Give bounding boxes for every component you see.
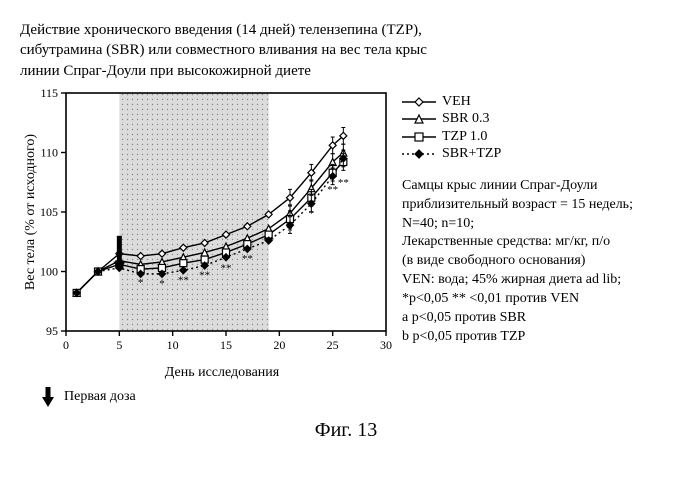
annotation-line: приблизительный возраст = 15 недель; (402, 196, 633, 215)
annotation-line: b p<0,05 против TZP (402, 328, 633, 347)
figure-area: 0 5 10 15 20 25 30 95 100 105 110 115 Вес тела (% от… (20, 87, 672, 409)
svg-text:30: 30 (380, 338, 392, 352)
legend-label: SBR 0.3 (442, 110, 489, 128)
svg-text:*: * (309, 208, 315, 220)
shaded-band (119, 93, 268, 331)
svg-text:15: 15 (220, 338, 232, 352)
legend-item-SBRTZP: SBR+TZP (402, 145, 633, 163)
svg-text:25: 25 (327, 338, 339, 352)
annotation-line: *p<0,05 ** <0,01 против VEN (402, 290, 633, 309)
legend-label: TZP 1.0 (442, 128, 487, 146)
svg-text:0: 0 (63, 338, 69, 352)
annotation-line: VEN: вода; 45% жирная диета ad lib; (402, 271, 633, 290)
svg-text:**: ** (221, 262, 232, 274)
legend-item-SBR: SBR 0.3 (402, 110, 633, 128)
svg-text:**: ** (338, 177, 349, 189)
legend: VEHSBR 0.3TZP 1.0SBR+TZP (402, 93, 633, 163)
svg-text:*: * (138, 277, 144, 289)
svg-text:**: ** (263, 235, 274, 247)
annotations: Самцы крыс линии Спраг-Доулиприблизитель… (402, 177, 633, 347)
annotation-line: (в виде свободного основания) (402, 252, 633, 271)
annotation-line: Лекарственные средства: мг/кг, п/о (402, 233, 633, 252)
svg-text:115: 115 (40, 87, 58, 100)
svg-text:Вес тела (% от исходного): Вес тела (% от исходного) (23, 133, 38, 289)
annotation-line: Самцы крыс линии Спраг-Доули (402, 177, 633, 196)
svg-text:10: 10 (167, 338, 179, 352)
annotation-line: a p<0,05 против SBR (402, 309, 633, 328)
arrow-down-icon (40, 385, 56, 409)
svg-text:95: 95 (46, 324, 58, 338)
svg-text:**: ** (178, 274, 189, 286)
svg-text:100: 100 (40, 264, 58, 278)
svg-text:5: 5 (116, 338, 122, 352)
svg-text:110: 110 (40, 145, 58, 159)
svg-text:**: ** (327, 184, 338, 196)
legend-item-TZP: TZP 1.0 (402, 128, 633, 146)
x-axis-label: День исследования (165, 365, 279, 381)
svg-text:105: 105 (40, 205, 58, 219)
first-dose-label: Первая доза (64, 389, 136, 405)
legend-item-VEH: VEH (402, 93, 633, 111)
page-title: Действие хронического введения (14 дней)… (20, 20, 460, 81)
legend-label: SBR+TZP (442, 145, 501, 163)
first-dose-note: Первая доза (40, 385, 136, 409)
legend-label: VEH (442, 93, 471, 111)
figure-caption: Фиг. 13 (20, 419, 672, 442)
svg-text:*: * (287, 225, 293, 237)
svg-text:20: 20 (273, 338, 285, 352)
chart: 0 5 10 15 20 25 30 95 100 105 110 115 Вес тела (% от… (20, 87, 394, 359)
svg-text:**: ** (199, 269, 210, 281)
svg-text:*: * (159, 278, 165, 290)
svg-text:**: ** (242, 253, 253, 265)
annotation-line: N=40; n=10; (402, 215, 633, 234)
